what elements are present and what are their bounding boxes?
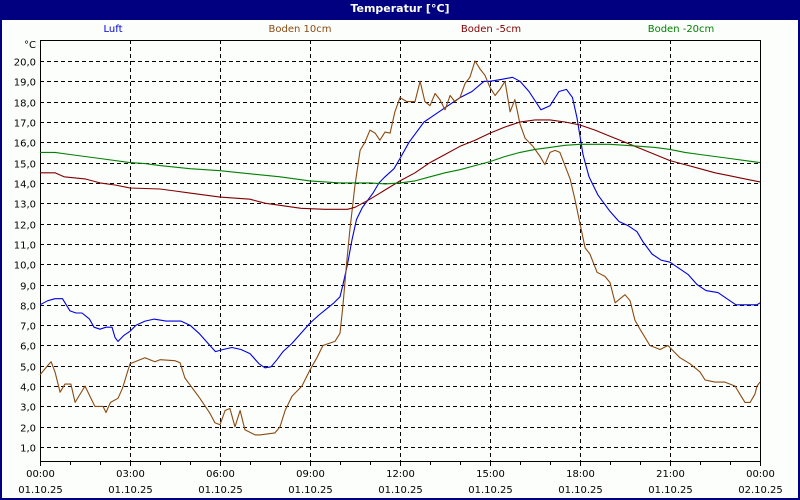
- x-tick-date: 01.10.25: [18, 485, 63, 496]
- series-line-boden-10cm: [39, 60, 761, 436]
- legend-item-luft: Luft: [103, 24, 123, 35]
- x-tick-time: 12:00: [386, 469, 415, 480]
- x-tick-time: 15:00: [476, 469, 505, 480]
- legend-item-boden-20cm: Boden -20cm: [647, 24, 715, 35]
- x-tick-time: 06:00: [206, 469, 235, 480]
- y-tick-label: 16,0: [14, 139, 36, 150]
- x-tick-time: 03:00: [116, 469, 145, 480]
- series-line-luft: [39, 76, 761, 369]
- x-tick-date: 01.10.25: [288, 485, 333, 496]
- y-tick-label: 1,0: [20, 444, 36, 455]
- y-tick-label: 13,0: [14, 200, 36, 211]
- x-tick-time: 00:00: [26, 469, 55, 480]
- y-tick-label: 2,0: [20, 424, 36, 435]
- y-tick-label: 5,0: [20, 363, 36, 374]
- legend-item-boden-10cm: Boden 10cm: [268, 24, 332, 35]
- x-tick-date: 01.10.25: [468, 485, 513, 496]
- y-tick-label: 9,0: [20, 282, 36, 293]
- x-tick-date: 02.10.25: [738, 485, 783, 496]
- x-tick-date: 01.10.25: [108, 485, 153, 496]
- y-tick-label: 19,0: [14, 78, 36, 89]
- y-tick-label: 7,0: [20, 322, 36, 333]
- x-tick-date: 01.10.25: [648, 485, 693, 496]
- y-tick-label: 15,0: [14, 160, 36, 171]
- x-tick-date: 01.10.25: [558, 485, 603, 496]
- y-tick-label: 12,0: [14, 221, 36, 232]
- x-tick-time: 09:00: [296, 469, 325, 480]
- y-tick-label: 20,0: [14, 58, 36, 69]
- x-tick-time: 21:00: [656, 469, 685, 480]
- y-tick-label: 4,0: [20, 383, 36, 394]
- y-tick-label: 14,0: [14, 180, 36, 191]
- x-tick-time: 00:00: [746, 469, 775, 480]
- series-line-boden-20cm: [40, 143, 761, 185]
- series-line-boden-5cm: [40, 119, 761, 210]
- x-tick-date: 01.10.25: [378, 485, 423, 496]
- y-tick-label: 6,0: [20, 342, 36, 353]
- y-axis-unit: °C: [24, 40, 36, 51]
- x-tick-date: 01.10.25: [198, 485, 243, 496]
- y-tick-label: 17,0: [14, 119, 36, 130]
- y-tick-label: 10,0: [14, 261, 36, 272]
- y-tick-label: 8,0: [20, 302, 36, 313]
- y-tick-label: 3,0: [20, 403, 36, 414]
- legend-item-boden-5cm: Boden -5cm: [460, 24, 522, 35]
- plot-area-border: [40, 40, 761, 462]
- x-tick-time: 18:00: [566, 469, 595, 480]
- y-tick-label: 18,0: [14, 99, 36, 110]
- y-tick-label: 11,0: [14, 241, 36, 252]
- window-title: Temperatur [°C]: [350, 2, 450, 15]
